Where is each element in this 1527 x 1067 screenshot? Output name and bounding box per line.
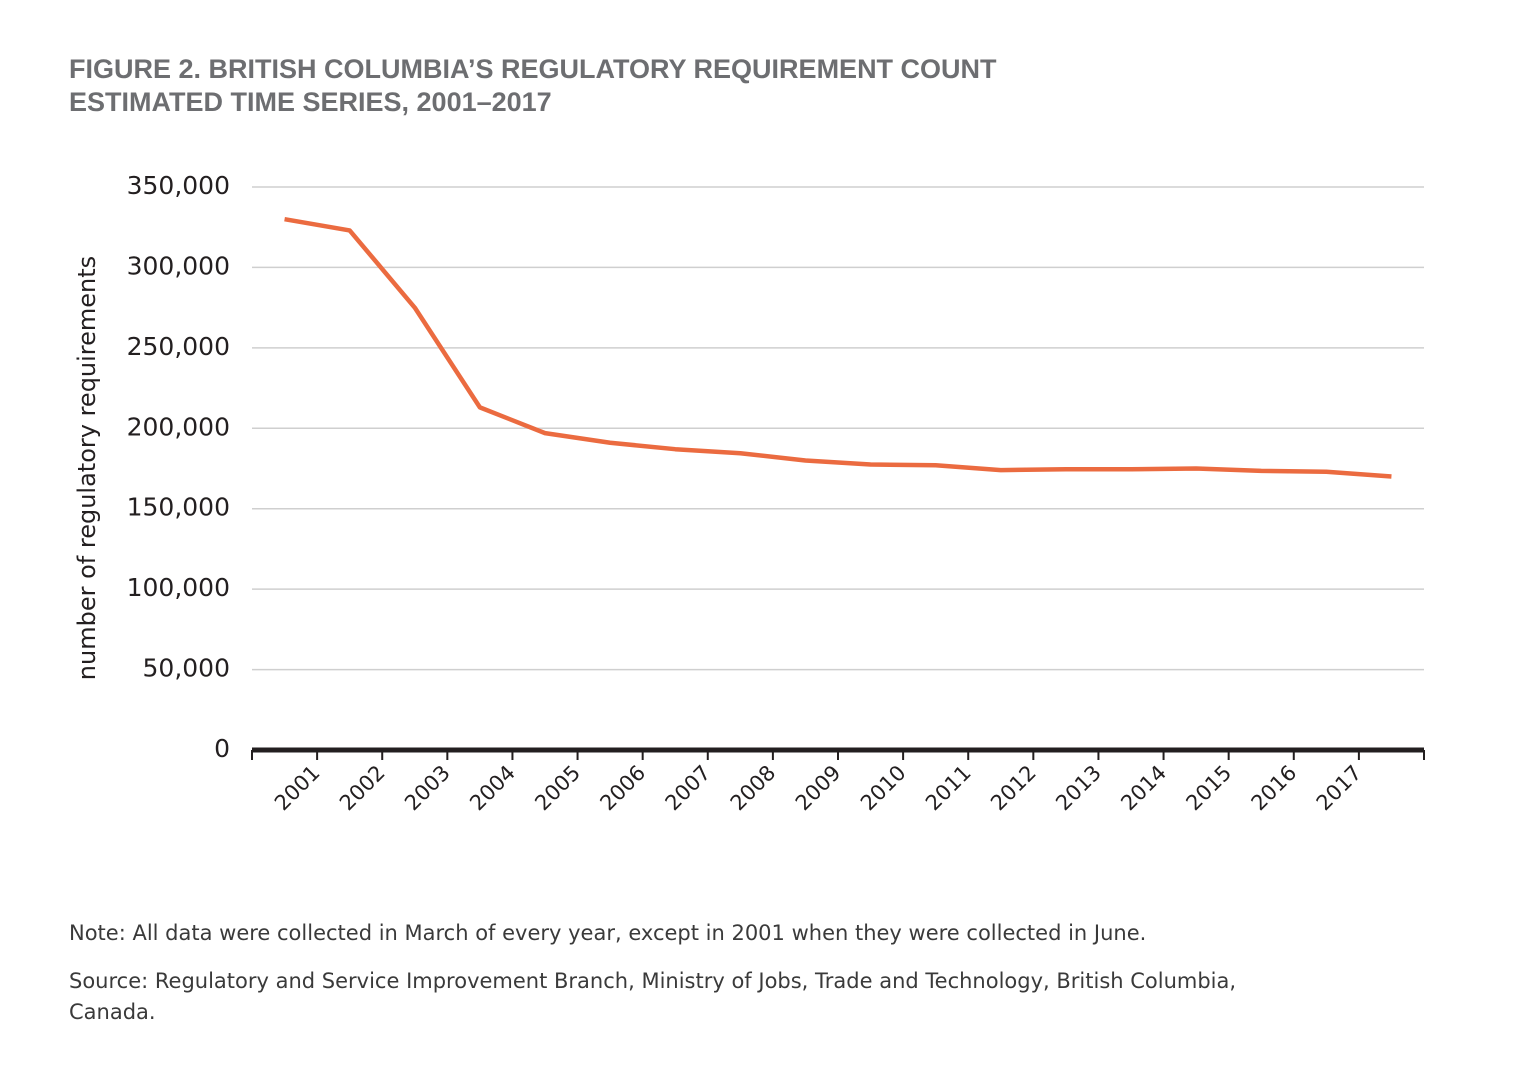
data-line xyxy=(284,216,1392,479)
note: Note: All data were collected in March o… xyxy=(69,921,1146,945)
x-tick-label: 2007 xyxy=(661,761,716,816)
x-tick-label: 2001 xyxy=(270,761,325,816)
x-tick-label: 2016 xyxy=(1247,761,1302,816)
source: Canada. xyxy=(69,1000,156,1024)
x-tick-label: 2015 xyxy=(1181,761,1236,816)
y-axis-label: number of regulatory requirements xyxy=(73,256,101,680)
x-tick-label: 2012 xyxy=(986,761,1041,816)
x-tick-label: 2004 xyxy=(465,761,520,816)
chart-title: ESTIMATED TIME SERIES, 2001–2017 xyxy=(69,87,552,117)
x-tick-label: 2006 xyxy=(595,761,650,816)
y-tick-label: 300,000 xyxy=(127,251,230,280)
y-tick-label: 350,000 xyxy=(127,171,230,200)
y-tick-label: 0 xyxy=(214,734,230,763)
x-tick-label: 2014 xyxy=(1116,761,1171,816)
y-tick-label: 250,000 xyxy=(127,332,230,361)
y-tick-label: 150,000 xyxy=(127,493,230,522)
x-tick-label: 2010 xyxy=(856,761,911,816)
x-tick-label: 2002 xyxy=(335,761,390,816)
x-tick-label: 2009 xyxy=(791,761,846,816)
y-tick-label: 50,000 xyxy=(143,654,230,683)
x-tick-label: 2008 xyxy=(726,761,781,816)
y-tick-label: 100,000 xyxy=(127,573,230,602)
chart-title: FIGURE 2. BRITISH COLUMBIA’S REGULATORY … xyxy=(69,54,997,84)
x-tick-label: 2003 xyxy=(400,761,455,816)
x-tick-label: 2011 xyxy=(921,761,976,816)
y-tick-label: 200,000 xyxy=(127,412,230,441)
x-tick-label: 2017 xyxy=(1312,761,1367,816)
x-tick-label: 2013 xyxy=(1051,761,1106,816)
x-tick-label: 2005 xyxy=(530,761,585,816)
source: Source: Regulatory and Service Improveme… xyxy=(69,969,1236,993)
